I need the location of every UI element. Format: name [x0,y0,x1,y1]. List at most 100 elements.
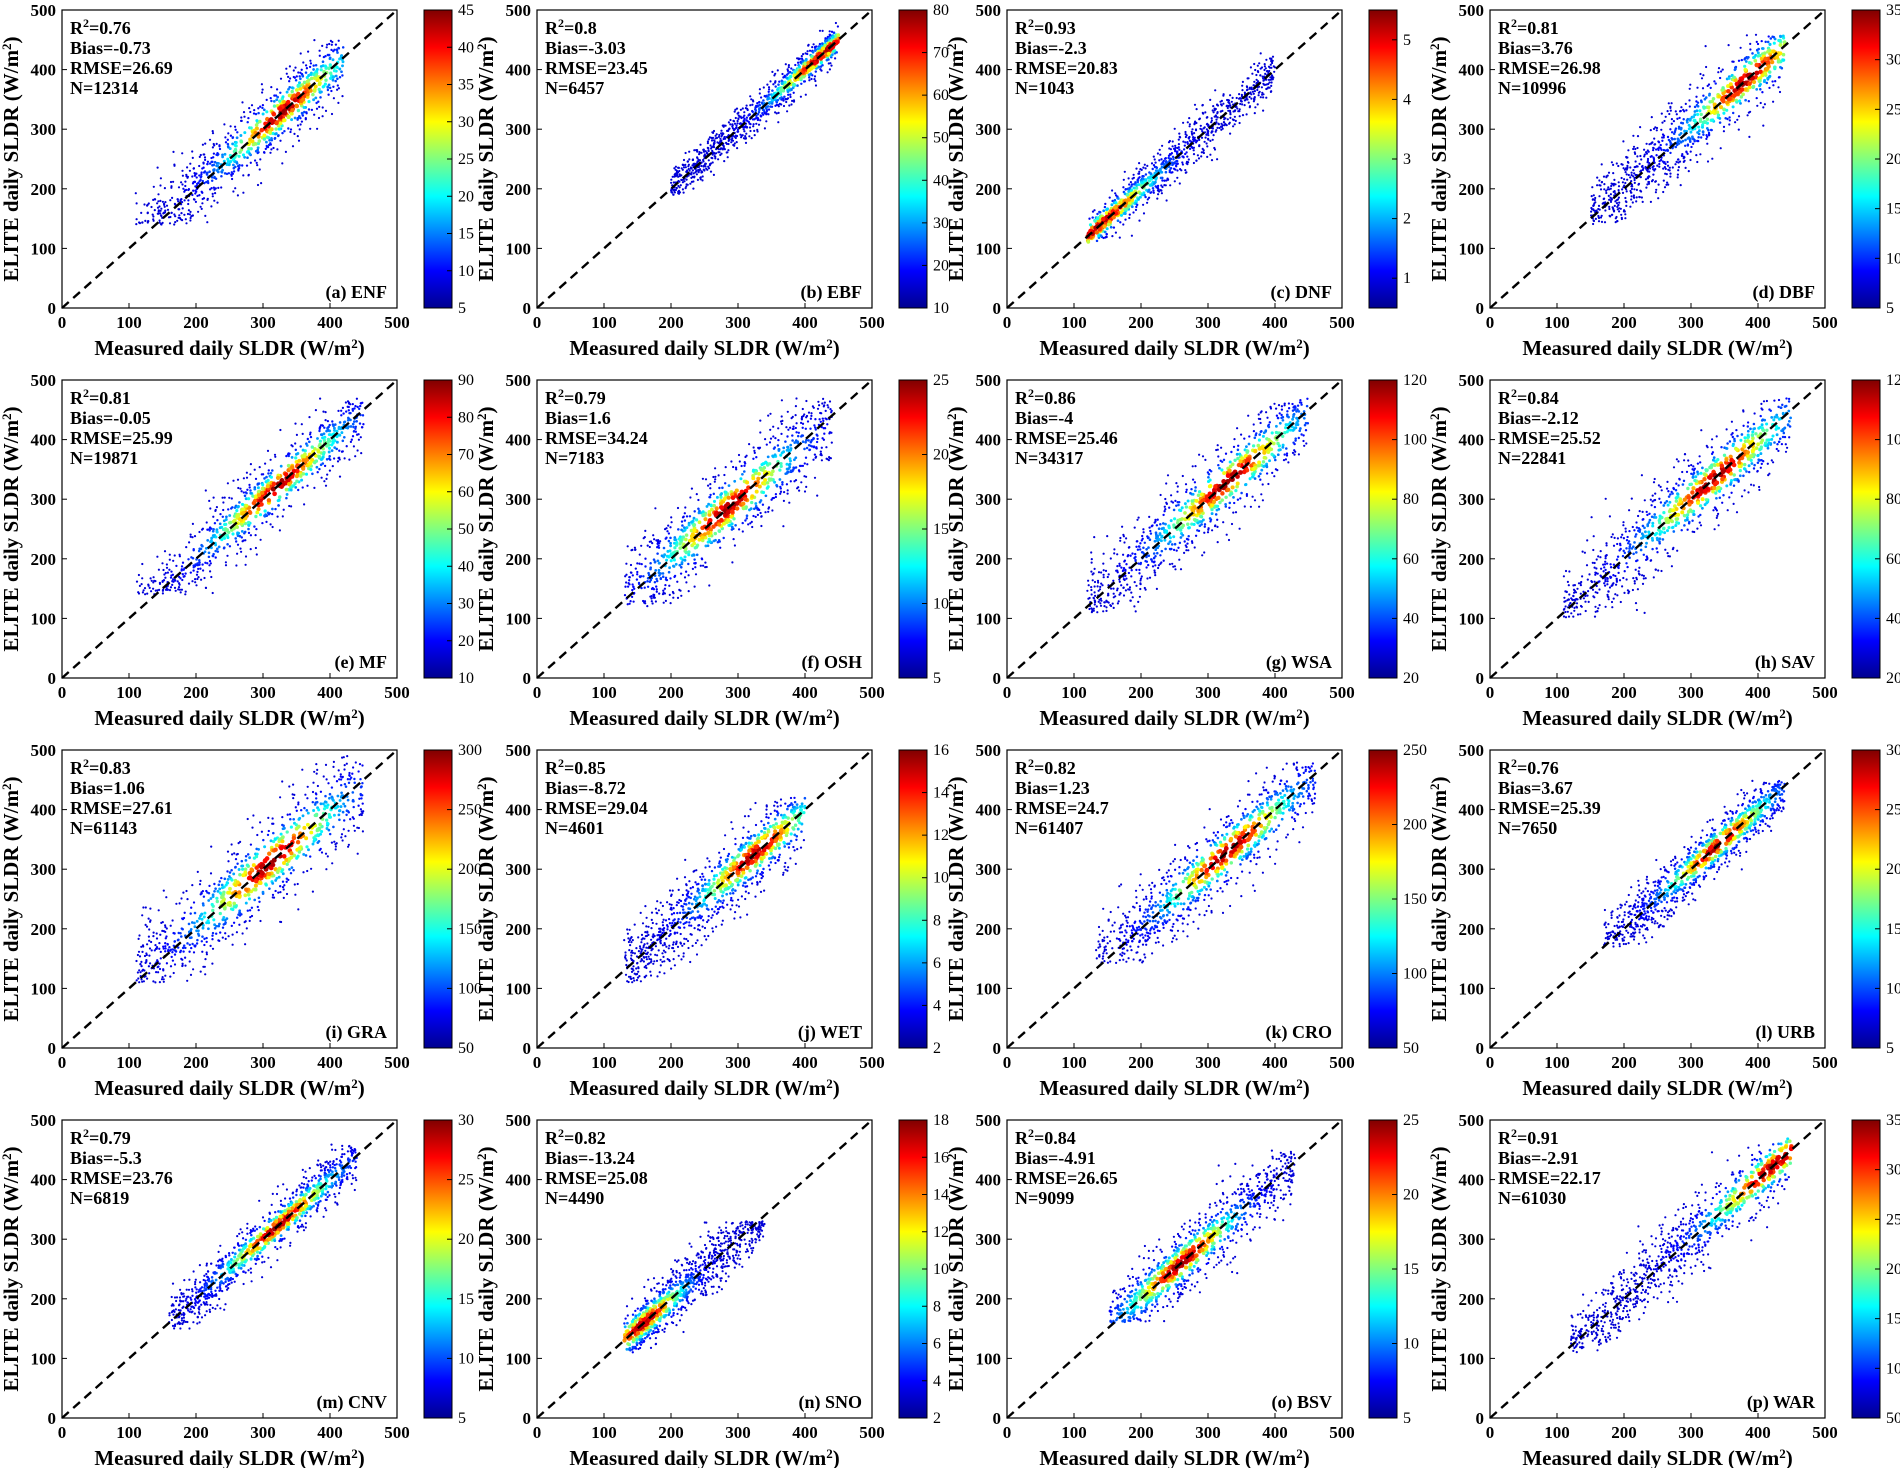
scatter-point [1763,51,1767,55]
scatter-point [734,544,736,546]
scatter-point [675,166,677,168]
scatter-point [306,444,309,447]
scatter-point [1667,136,1669,138]
scatter-point [829,400,831,402]
scatter-point [821,46,825,50]
scatter-point [196,574,198,576]
scatter-point [1211,130,1213,132]
scatter-point [272,482,277,487]
scatter-point [175,590,177,592]
scatter-point [263,477,266,480]
scatter-point [248,107,250,109]
scatter-point [709,487,711,489]
scatter-point [1597,215,1599,217]
scatter-point [342,407,344,409]
scatter-point [178,217,180,219]
scatter-point [696,157,698,159]
scatter-point [1631,195,1633,197]
scatter-point [211,179,213,181]
scatter-point [1665,168,1667,170]
scatter-point [293,97,298,102]
scatter-point [270,143,272,145]
scatter-point [276,476,280,480]
scatter-point [789,89,792,92]
scatter-point [258,120,262,124]
scatter-point [166,563,168,565]
scatter-point [1688,170,1690,172]
scatter-point [227,143,230,146]
scatter-point [234,537,237,540]
scatter-point [715,135,717,137]
scatter-point [184,593,186,595]
scatter-point [745,119,747,121]
scatter-point [1144,167,1146,169]
scatter-point [630,564,632,566]
scatter-point [680,179,682,181]
scatter-point [698,171,700,173]
scatter-point [1674,131,1677,134]
scatter-point [210,187,212,189]
scatter-point [287,76,289,78]
scatter-point [256,553,258,555]
colorbar-tick-label: 3 [1403,151,1411,168]
scatter-point [319,55,321,57]
scatter-point [670,559,673,562]
scatter-point [259,502,264,507]
scatter-point [1248,102,1250,104]
scatter-point [705,168,707,170]
scatter-point [1626,165,1628,167]
scatter-point [136,581,138,583]
scatter-point [212,516,214,518]
scatter-point [164,550,166,552]
scatter-point [751,104,753,106]
scatter-point [694,586,696,588]
scatter-point [1206,123,1208,125]
scatter-point [811,46,813,48]
scatter-point [1135,168,1137,170]
scatter-point [798,65,801,68]
scatter-point [249,111,251,113]
scatter-point [745,107,747,109]
x-tick-label: 500 [1812,313,1838,332]
scatter-point [742,522,744,524]
scatter-point [1612,164,1614,166]
scatter-point [322,411,324,413]
scatter-point [1206,117,1208,119]
x-tick-label: 100 [116,683,142,702]
scatter-point [1260,52,1262,54]
scatter-point [1748,136,1750,138]
scatter-point [805,94,807,96]
scatter-point [249,492,252,495]
scatter-point [270,148,272,150]
scatter-point [300,479,303,482]
scatter-point [1256,79,1258,81]
scatter-point [732,517,735,520]
scatter-point [1217,116,1219,118]
scatter-point [1703,106,1706,109]
scatter-point [1756,97,1758,99]
stat-bias: Bias=-0.73 [70,38,151,58]
scatter-point [1660,144,1662,146]
scatter-point [248,174,250,176]
scatter-point [214,522,216,524]
scatter-point [692,188,694,190]
scatter-point [1657,140,1659,142]
scatter-point [820,61,823,64]
scatter-point [1650,129,1652,131]
scatter-point [675,563,678,566]
scatter-point [336,441,339,444]
scatter-point [322,453,325,456]
scatter-point [276,515,278,517]
scatter-point [1228,105,1230,107]
scatter-point [664,528,666,530]
scatter-point [265,480,268,483]
scatter-point [826,39,829,42]
scatter-point [213,200,215,202]
scatter-point [1749,43,1751,45]
scatter-point [340,410,342,412]
scatter-point [230,175,232,177]
scatter-point [1223,121,1225,123]
x-tick-label: 100 [591,313,617,332]
scatter-point [1654,143,1656,145]
scatter-point [1671,102,1673,104]
